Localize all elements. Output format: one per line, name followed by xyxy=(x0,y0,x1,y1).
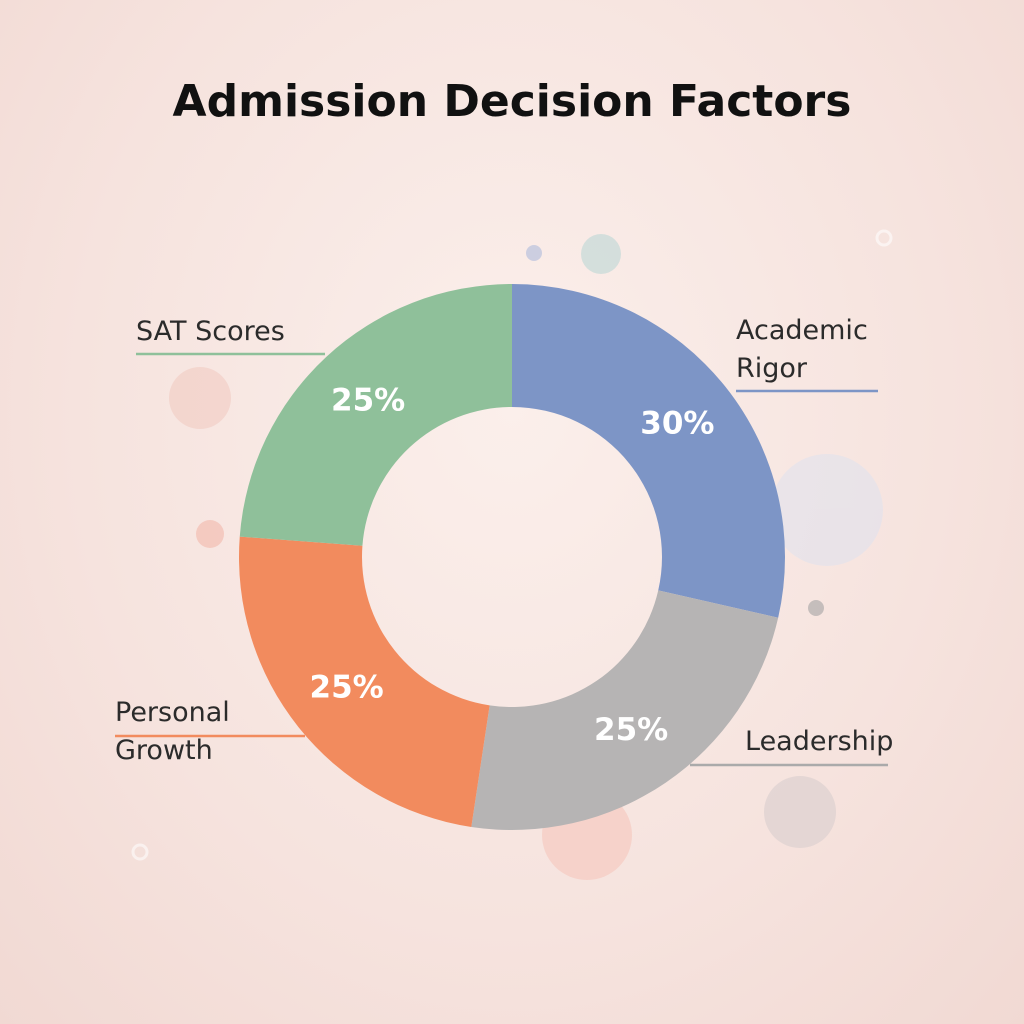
donut-segment xyxy=(239,284,512,546)
category-label: SAT Scores xyxy=(136,316,285,347)
chart-title: Admission Decision Factors xyxy=(173,76,852,127)
leader-lines xyxy=(115,352,888,767)
donut-segment xyxy=(239,536,490,827)
donut-segment xyxy=(471,590,779,830)
value-label: 25% xyxy=(331,382,405,418)
category-label: Leadership xyxy=(745,726,894,757)
value-label: 25% xyxy=(310,669,384,705)
category-label: Academic Rigor xyxy=(736,315,868,384)
donut-segment xyxy=(512,284,785,618)
value-label: 25% xyxy=(594,712,668,748)
value-label: 30% xyxy=(640,406,714,442)
category-label: Personal Growth xyxy=(115,697,230,766)
